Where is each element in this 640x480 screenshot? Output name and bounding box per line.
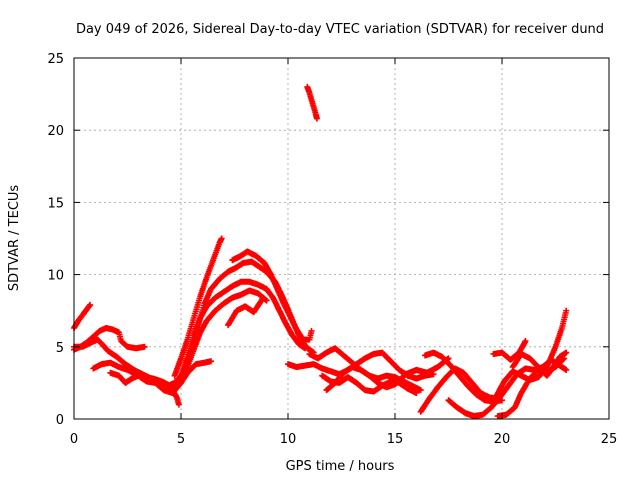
series-track-21 (490, 338, 529, 363)
x-tick-label: 10 (280, 432, 297, 447)
data-points (71, 83, 570, 420)
plus-markers (107, 358, 214, 396)
y-tick-label: 0 (56, 413, 64, 428)
plus-markers (182, 258, 317, 372)
x-tick-label: 5 (177, 432, 185, 447)
series-track-16 (323, 355, 452, 394)
series-track-10 (229, 248, 315, 343)
x-tick-label: 15 (387, 432, 404, 447)
plus-markers (229, 248, 315, 343)
y-axis-label: SDTVAR / TECUs (7, 185, 22, 292)
y-tick-label: 20 (47, 124, 64, 139)
series-track-5 (107, 358, 214, 396)
grid-lines (74, 58, 609, 419)
series-track-19 (445, 356, 570, 420)
series-track-9 (182, 258, 317, 372)
plus-markers (492, 307, 570, 401)
series-track-6 (171, 235, 225, 379)
x-tick-label: 0 (70, 432, 78, 447)
plus-markers (445, 356, 570, 420)
y-tick-label: 10 (47, 269, 64, 284)
y-tick-label: 25 (47, 52, 64, 67)
series-track-12 (304, 83, 320, 122)
plus-markers (509, 349, 570, 379)
series-track-4 (90, 359, 182, 408)
x-tick-label: 25 (601, 432, 618, 447)
plus-markers (90, 359, 182, 408)
chart-title: Day 049 of 2026, Sidereal Day-to-day VTE… (76, 22, 604, 37)
plus-markers (490, 338, 529, 363)
series-track-23 (509, 349, 570, 379)
plus-markers (304, 83, 320, 122)
plus-markers (225, 296, 266, 329)
y-tick-label: 5 (56, 341, 64, 356)
plus-markers (171, 235, 225, 379)
series-track-11 (225, 296, 266, 329)
plus-markers (175, 287, 270, 385)
plot-frame (73, 57, 610, 420)
plus-markers (323, 355, 452, 394)
y-tick-label: 15 (47, 196, 64, 211)
x-tick-label: 20 (494, 432, 511, 447)
axis-ticks: 0 5 10 15 20 25 0 5 10 15 20 25 (47, 52, 617, 447)
x-axis-label: GPS time / hours (286, 459, 395, 474)
series-track-8 (175, 287, 270, 385)
series-track-22 (492, 307, 570, 401)
